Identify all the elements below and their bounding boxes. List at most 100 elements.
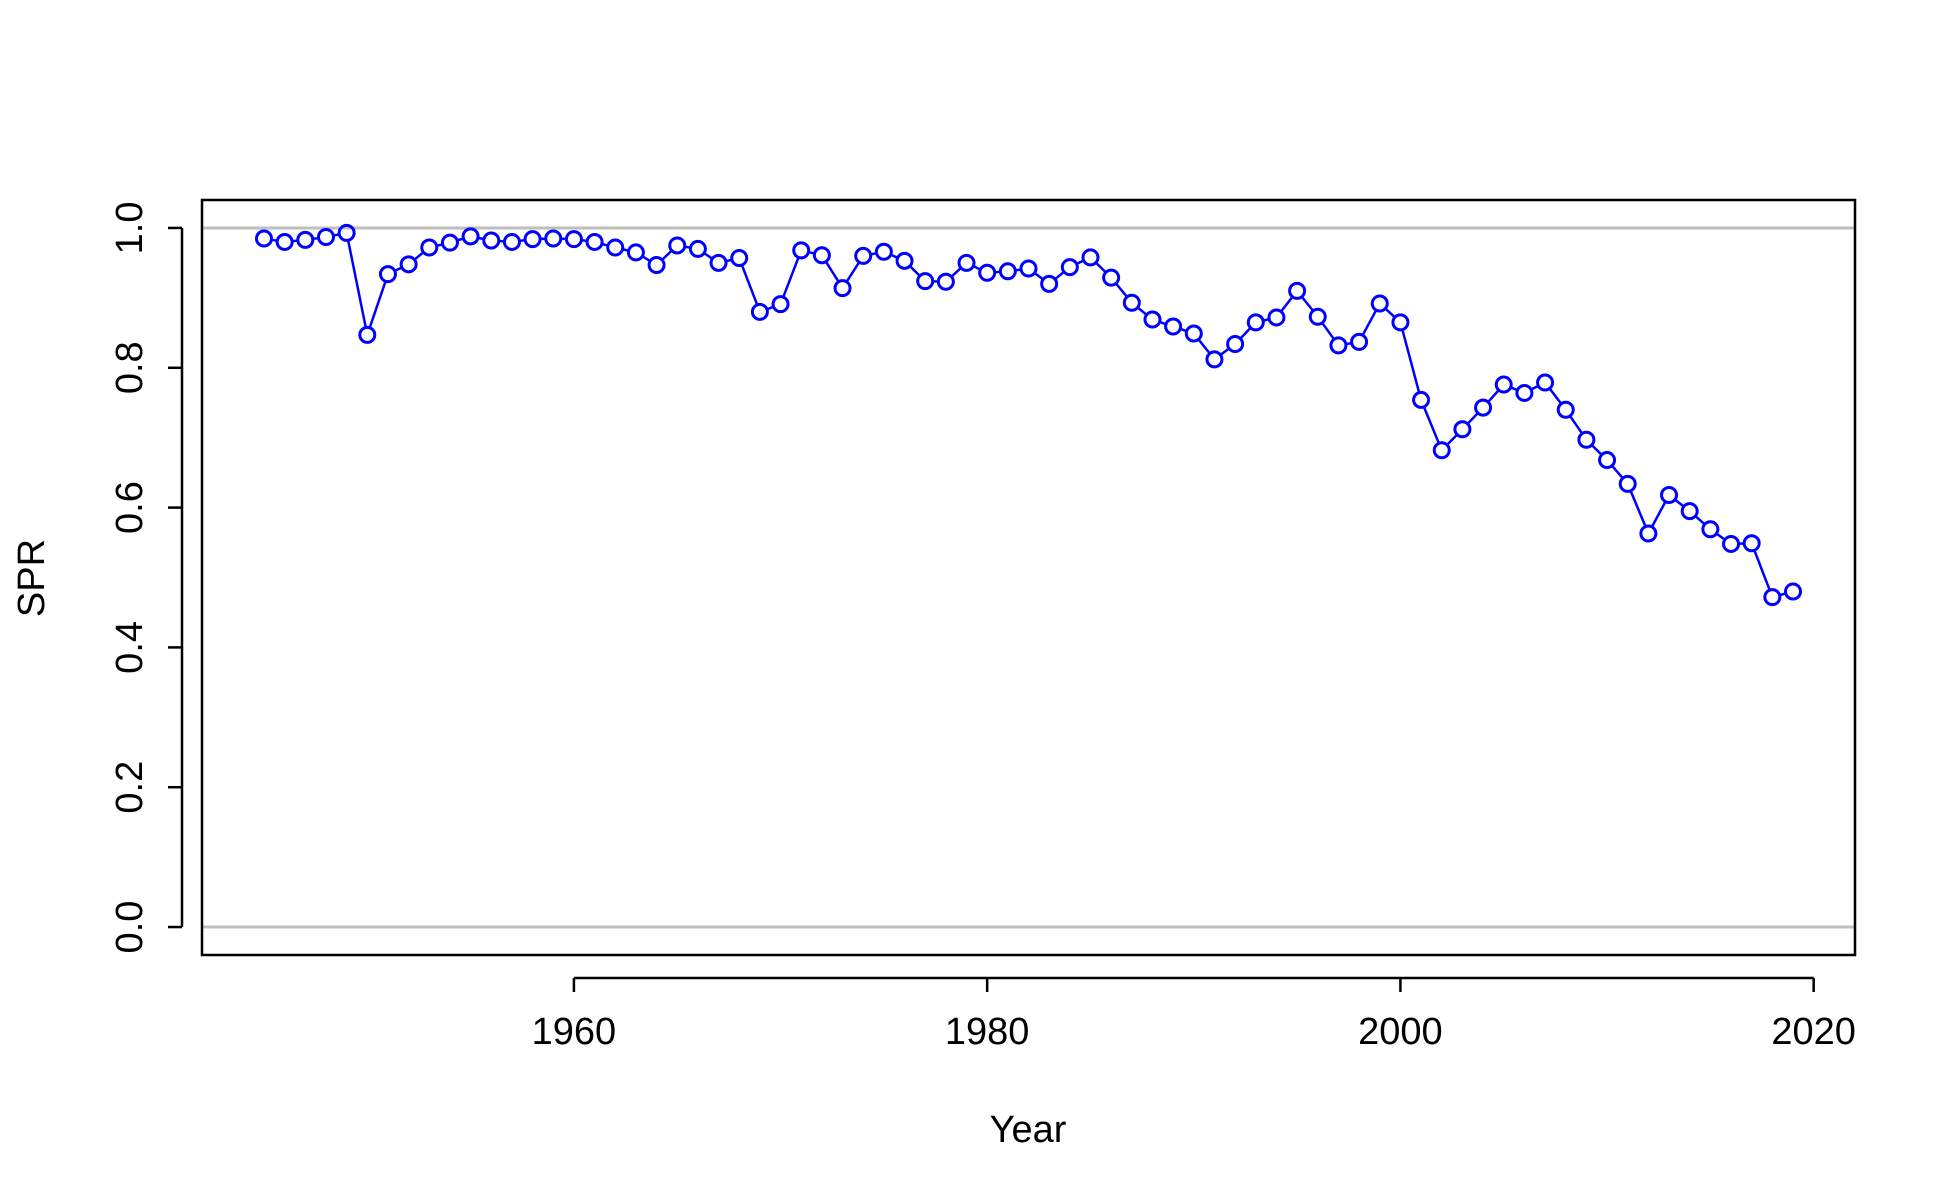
data-point [668, 236, 687, 255]
data-point [316, 228, 335, 247]
data-point [585, 232, 604, 251]
series-line-segment [1466, 412, 1479, 425]
data-point [1288, 281, 1307, 300]
data-point [606, 238, 625, 257]
series-line-segment [1650, 501, 1667, 528]
data-point [523, 230, 542, 249]
data-point [833, 279, 852, 298]
data-point [440, 233, 459, 252]
series-line-segment [1422, 406, 1441, 444]
data-point [1598, 451, 1617, 470]
data-point [378, 265, 397, 284]
data-point [1226, 335, 1245, 354]
series-line-segment [1694, 515, 1706, 526]
y-tick-label: 0.4 [109, 621, 151, 674]
series-line-segment [1321, 322, 1336, 341]
series-line-segment [1054, 270, 1065, 281]
series-line-segment [1114, 282, 1129, 298]
data-point [1556, 400, 1575, 419]
series-line-segment [740, 264, 759, 306]
data-point [1122, 293, 1141, 312]
data-point [895, 251, 914, 270]
series-line-segment [1674, 498, 1685, 508]
y-tick-label: 0.8 [109, 341, 151, 394]
data-point [1329, 336, 1348, 355]
x-axis: 1960 1980 2000 2020 [532, 976, 1856, 1053]
data-point [626, 243, 645, 262]
series-line-segment [950, 267, 962, 278]
data-point [1453, 420, 1472, 439]
series-line-segment [1629, 490, 1647, 528]
series-line-segment [413, 251, 425, 261]
plot-frame [200, 198, 1857, 957]
data-point [750, 302, 769, 321]
y-axis: 0.0 0.2 0.4 0.6 0.8 1.0 [109, 202, 184, 954]
series-line-segment [909, 265, 921, 277]
data-point [936, 272, 955, 291]
y-axis-label: SPR [11, 539, 53, 617]
data-point [461, 227, 480, 246]
data-point [399, 255, 418, 274]
data-point [1494, 375, 1513, 394]
series-line-segment [661, 249, 673, 261]
series-line-segment [1611, 464, 1624, 479]
series-line-segment [703, 252, 714, 260]
series-line-segment [1548, 387, 1563, 405]
series-line-segment [1219, 347, 1230, 356]
y-tick-label: 1.0 [109, 202, 151, 255]
data-point [1432, 441, 1451, 460]
data-point [874, 242, 893, 261]
data-point [1246, 313, 1265, 332]
data-point [296, 230, 315, 249]
data-point [812, 246, 831, 265]
data-point [1370, 294, 1389, 313]
x-tick-label: 1980 [945, 1011, 1030, 1053]
series-line-segment [1361, 309, 1378, 336]
series-line-segment [368, 280, 387, 329]
data-point [337, 223, 356, 242]
series-line-segment [1300, 295, 1315, 312]
data-point [1742, 534, 1761, 553]
series-line-segment [1401, 329, 1421, 394]
data-point [854, 246, 873, 265]
series-line-segment [1280, 296, 1294, 313]
data-point [502, 232, 521, 251]
data-point [978, 263, 997, 282]
data-point [1763, 588, 1782, 607]
data-point [1536, 373, 1555, 392]
data-point [647, 256, 666, 275]
data-point [1081, 248, 1100, 267]
series-line-segment [346, 239, 368, 328]
series-line-segment [1590, 444, 1603, 456]
series-line-segment [1568, 415, 1584, 435]
series-line-segment [1033, 271, 1044, 281]
series-line-segment [1239, 326, 1252, 340]
y-tick-label: 0.6 [109, 481, 151, 534]
data-point [1164, 317, 1183, 336]
reference-lines [202, 226, 1855, 929]
x-tick-label: 2000 [1358, 1011, 1443, 1053]
series-line-segment [1487, 389, 1500, 403]
series-line-segment [1197, 338, 1211, 355]
data-point [1577, 430, 1596, 449]
data-point [1474, 398, 1493, 417]
series-line-segment [1136, 306, 1148, 316]
data-point [1040, 274, 1059, 293]
data-point [1350, 332, 1369, 351]
series-line-segment [1384, 307, 1396, 319]
data-point [420, 238, 439, 257]
series-line-segment [641, 255, 651, 263]
data-point [1308, 307, 1327, 326]
data-point [1515, 383, 1534, 402]
data-point [1722, 534, 1741, 553]
data-point [275, 232, 294, 251]
series-line-segment [782, 256, 800, 298]
data-point [1060, 258, 1079, 277]
y-tick-label: 0.0 [109, 901, 151, 954]
data-point [1701, 520, 1720, 539]
data-point [1784, 582, 1803, 601]
data-point [544, 229, 563, 248]
series-line-segment [1753, 549, 1771, 591]
data-point [730, 249, 749, 268]
data-point [1184, 324, 1203, 343]
